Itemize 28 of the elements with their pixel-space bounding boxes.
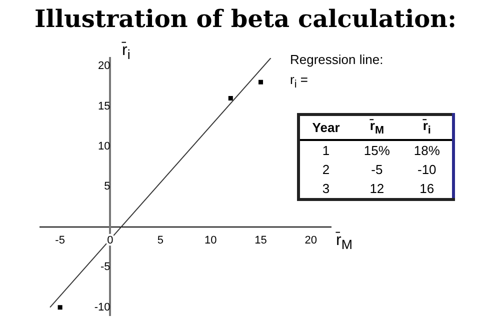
y-tick-label: -5	[100, 261, 110, 274]
y-tick-label: -10	[94, 301, 110, 314]
x-tick-label: 15	[254, 234, 267, 246]
y-tick-label: 10	[98, 140, 110, 153]
text: r̄$_{M}$	[352, 114, 402, 140]
chart-title: Illustration of beta calculation:	[34, 4, 458, 33]
text: -5	[370, 160, 384, 179]
text: -10	[416, 160, 438, 179]
annotation: Regression line:	[290, 52, 384, 67]
x-tick-label: 10	[204, 234, 217, 246]
y-tick-label: 15	[98, 100, 110, 112]
y-axis-title: r̄$_{i}$	[122, 42, 130, 62]
x-axis-title: r̄$_{M}$	[336, 232, 352, 252]
x-tick-label: -5	[55, 234, 65, 246]
text: 16	[418, 180, 436, 198]
annotation: r$_{i}$ =	[290, 72, 308, 91]
text: 18%	[412, 142, 441, 160]
annotation: 1	[321, 142, 331, 160]
x-tick-label: 20	[304, 234, 318, 246]
text: r̄$_{i}$	[402, 114, 454, 140]
y-tick-label: 20	[98, 60, 110, 72]
text: 15%	[362, 142, 391, 160]
text: 12	[368, 180, 386, 198]
annotation: 2	[321, 160, 331, 179]
annotation: Year	[298, 114, 352, 140]
annotation: 3	[321, 180, 331, 198]
x-tick-label: 5	[157, 234, 164, 246]
y-tick-label: 5	[104, 180, 110, 193]
